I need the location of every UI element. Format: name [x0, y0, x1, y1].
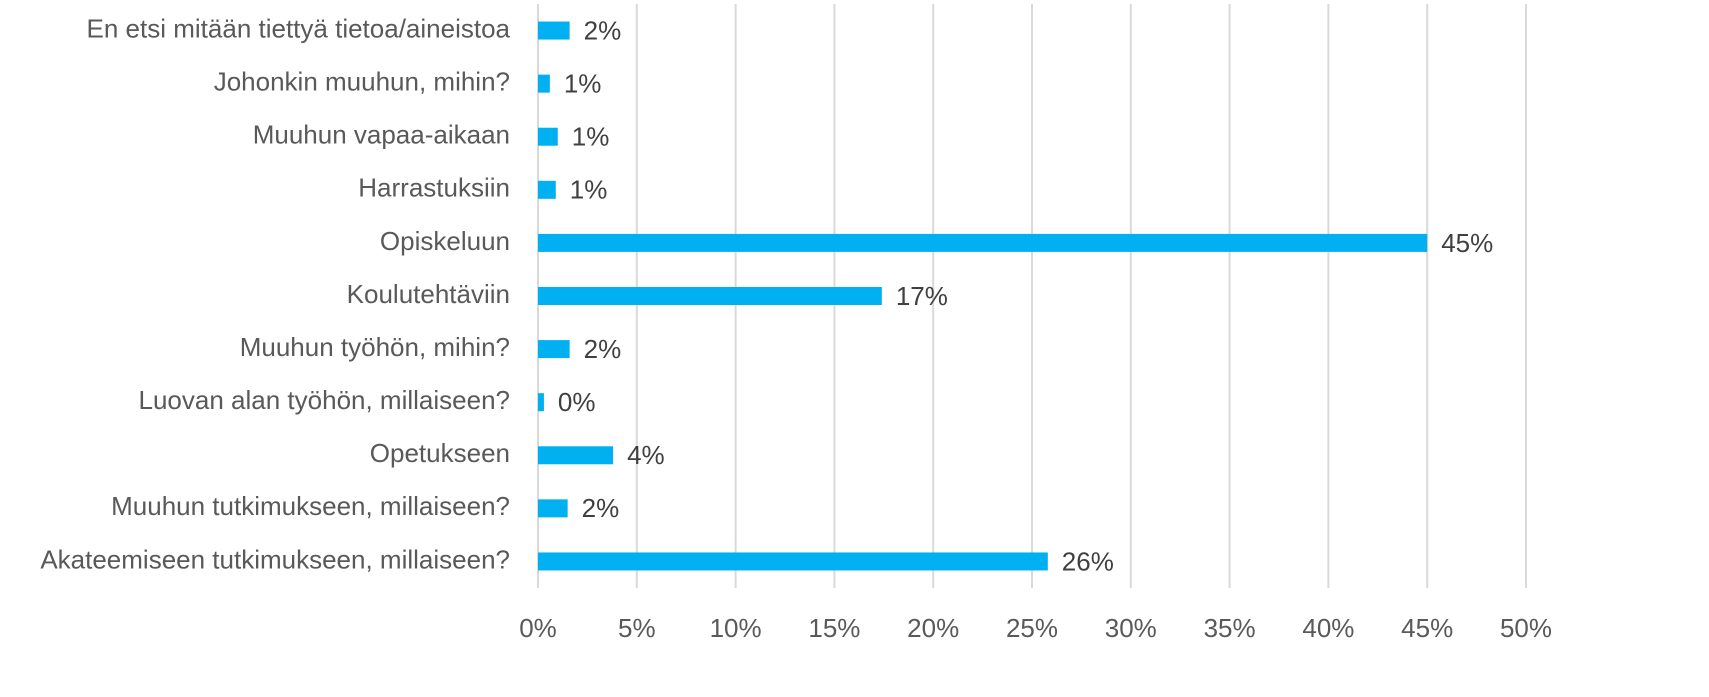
bar: [538, 127, 558, 146]
value-label: 2%: [584, 15, 622, 45]
y-tick-label: Luovan alan työhön, millaiseen?: [139, 385, 510, 415]
x-tick-label: 30%: [1105, 613, 1157, 643]
value-label: 45%: [1441, 228, 1493, 258]
value-label: 2%: [582, 493, 620, 523]
bar: [538, 340, 570, 359]
x-tick-label: 35%: [1204, 613, 1256, 643]
x-tick-label: 5%: [618, 613, 656, 643]
value-label: 17%: [896, 281, 948, 311]
y-tick-label: Opetukseen: [370, 438, 510, 468]
bar: [538, 233, 1428, 252]
value-label: 1%: [564, 69, 602, 99]
value-label: 0%: [558, 387, 596, 417]
y-tick-label: Akateemiseen tutkimukseen, millaiseen?: [40, 544, 510, 574]
x-tick-label: 40%: [1302, 613, 1354, 643]
value-label: 2%: [584, 334, 622, 364]
value-label: 26%: [1062, 546, 1114, 576]
x-tick-label: 10%: [710, 613, 762, 643]
value-label: 1%: [570, 175, 608, 205]
x-tick-label: 25%: [1006, 613, 1058, 643]
x-tick-label: 50%: [1500, 613, 1552, 643]
bar: [538, 74, 550, 93]
bar: [538, 393, 544, 412]
y-tick-label: Koulutehtäviin: [347, 279, 510, 309]
x-tick-label: 20%: [907, 613, 959, 643]
y-tick-label: Muuhun tutkimukseen, millaiseen?: [111, 491, 510, 521]
bar: [538, 446, 614, 465]
y-tick-label: Harrastuksiin: [358, 173, 510, 203]
y-tick-label: Muuhun vapaa-aikaan: [253, 120, 510, 150]
value-label: 4%: [627, 440, 665, 470]
y-tick-label: Muuhun työhön, mihin?: [240, 332, 510, 362]
value-label: 1%: [572, 122, 610, 152]
y-tick-label: En etsi mitään tiettyä tietoa/aineistoa: [87, 13, 511, 43]
x-tick-label: 45%: [1401, 613, 1453, 643]
y-tick-label: Johonkin muuhun, mihin?: [214, 67, 510, 97]
bar: [538, 21, 570, 40]
bar: [538, 499, 568, 518]
bar: [538, 552, 1048, 571]
x-tick-label: 0%: [519, 613, 557, 643]
bar: [538, 180, 556, 199]
x-tick-label: 15%: [808, 613, 860, 643]
y-tick-label: Opiskeluun: [380, 226, 510, 256]
bar: [538, 287, 882, 305]
